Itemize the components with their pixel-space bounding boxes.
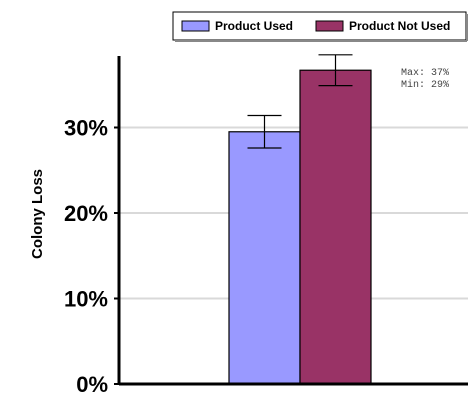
bar <box>299 69 372 385</box>
y-ticks: 0% 10% 20% 30% <box>64 116 119 394</box>
y-tick-label: 30% <box>64 116 108 141</box>
error-bars <box>247 54 353 149</box>
legend-label-product-used: Product Used <box>215 19 293 33</box>
legend-swatch-product-used <box>181 20 210 32</box>
y-axis-label: Colony Loss <box>29 169 46 259</box>
y-tick-label: 0% <box>76 372 108 394</box>
y-tick-label: 20% <box>64 201 108 226</box>
bar-series <box>228 69 372 385</box>
max-annotation: Max: 37% <box>401 68 449 79</box>
min-annotation: Min: 29% <box>401 79 449 91</box>
bar <box>228 131 301 385</box>
y-tick-label: 10% <box>64 287 108 312</box>
legend-label-product-not-used: Product Not Used <box>349 19 450 33</box>
legend: Product Used Product Not Used <box>172 11 468 42</box>
legend-swatch-product-not-used <box>315 20 344 32</box>
